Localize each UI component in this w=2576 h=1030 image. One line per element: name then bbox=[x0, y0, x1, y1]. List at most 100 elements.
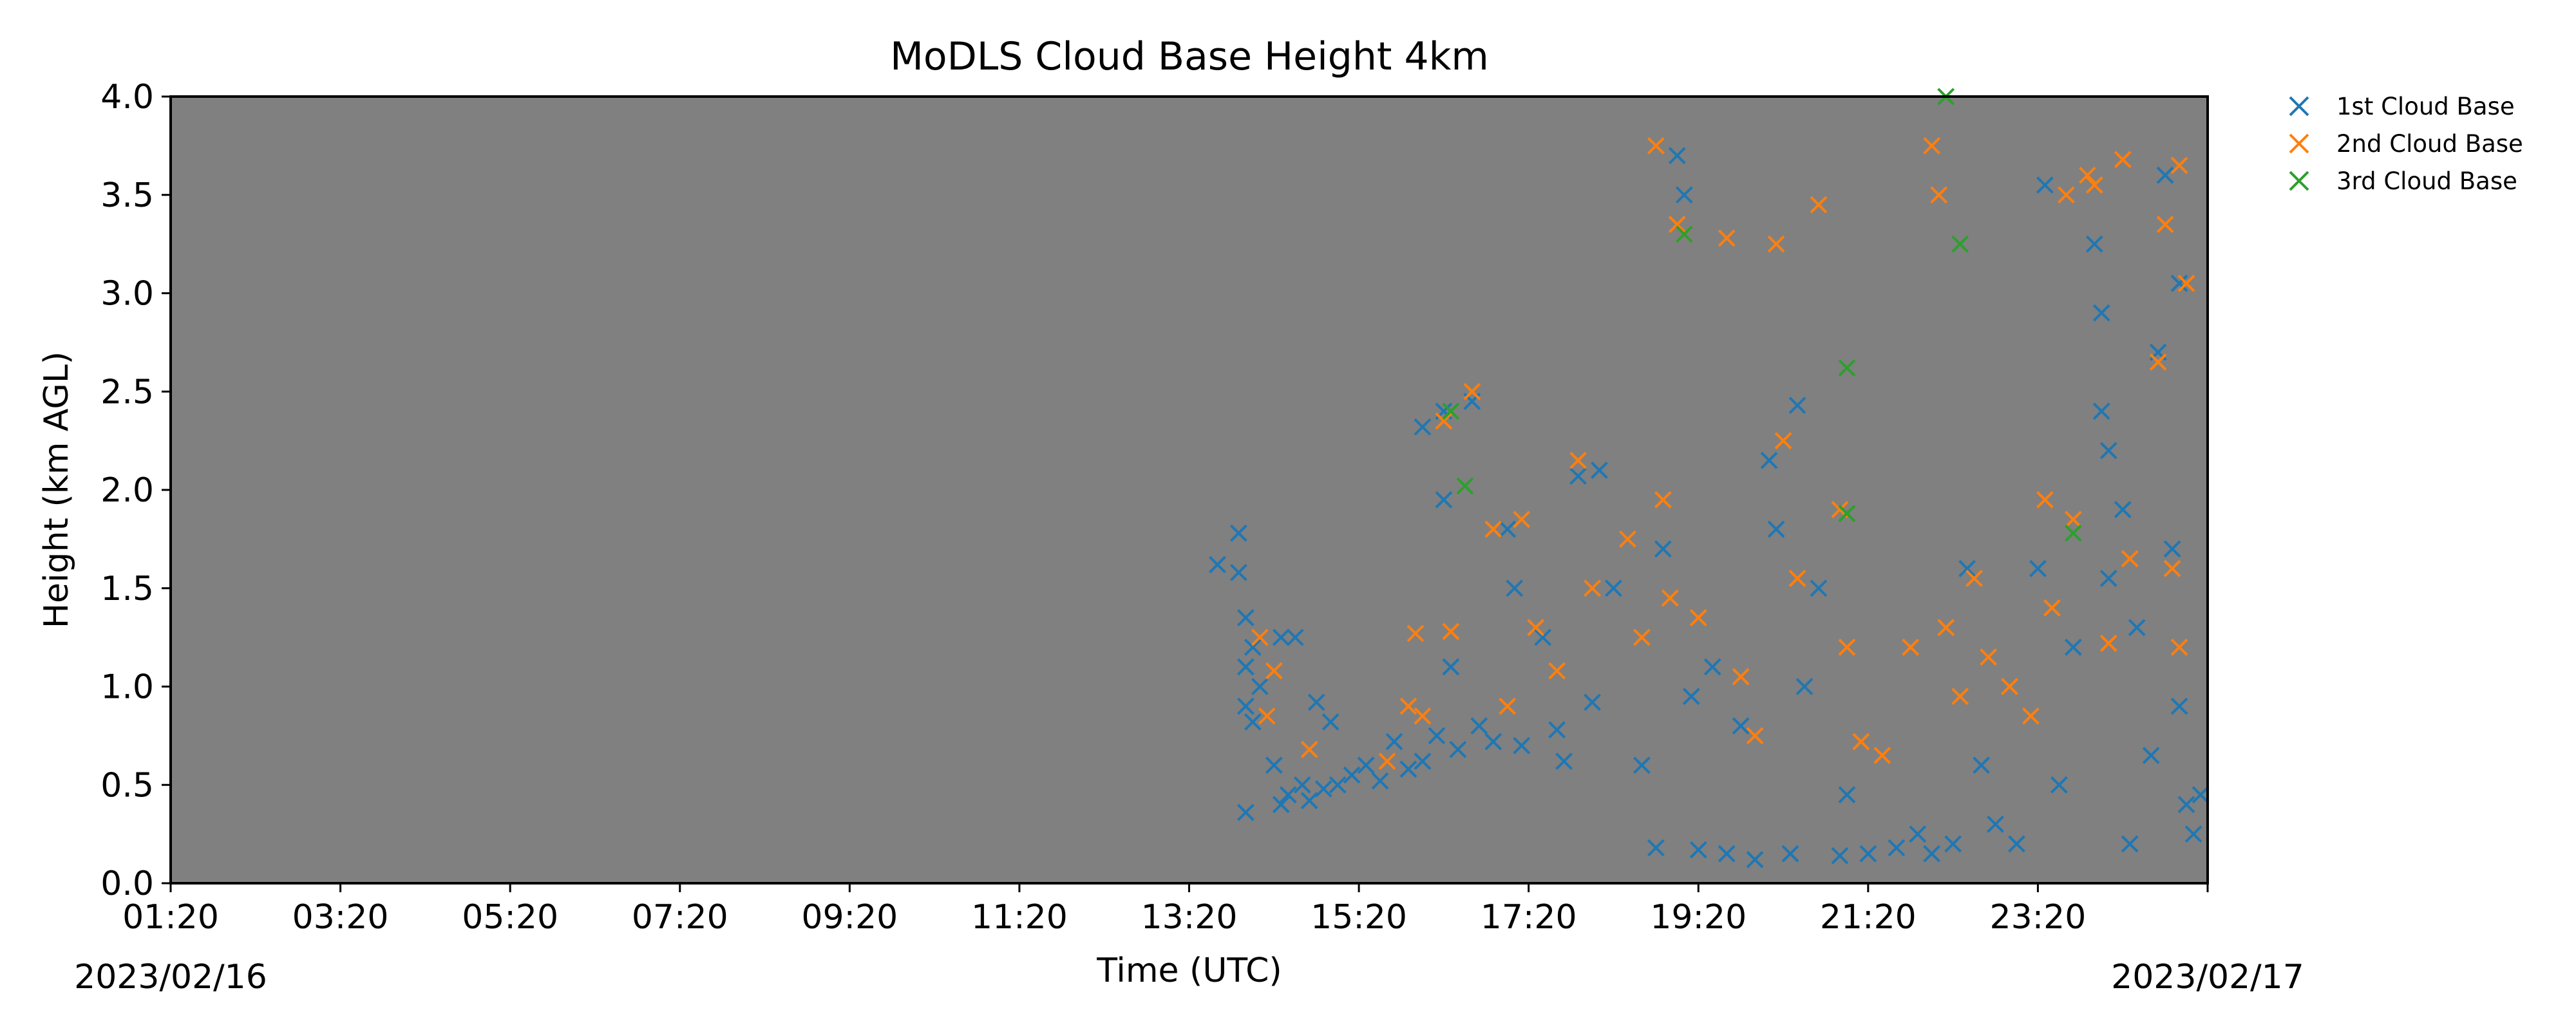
data-point bbox=[1951, 235, 1969, 253]
data-point bbox=[1746, 850, 1764, 868]
data-point bbox=[1371, 772, 1389, 790]
data-point bbox=[1810, 579, 1828, 597]
data-point bbox=[2099, 570, 2117, 587]
data-point bbox=[1923, 845, 1941, 863]
data-point bbox=[2036, 176, 2054, 194]
legend-marker bbox=[2289, 96, 2309, 117]
data-point bbox=[1633, 756, 1651, 774]
data-point bbox=[2114, 151, 2132, 169]
data-point bbox=[1399, 760, 1417, 778]
data-point bbox=[2092, 304, 2110, 322]
data-point bbox=[1732, 717, 1750, 735]
data-point bbox=[2114, 501, 2132, 518]
data-point bbox=[1930, 186, 1948, 204]
data-point bbox=[1307, 693, 1325, 711]
y-tick-label: 4.0 bbox=[100, 78, 154, 117]
x-tick-label: 07:20 bbox=[632, 898, 728, 937]
data-point bbox=[1619, 530, 1636, 548]
data-point bbox=[1272, 628, 1290, 646]
data-point bbox=[2170, 697, 2188, 715]
data-point bbox=[2177, 796, 2195, 814]
legend-marker bbox=[2289, 133, 2309, 154]
data-point bbox=[1569, 467, 1587, 485]
data-point bbox=[1244, 638, 1262, 656]
data-point bbox=[1258, 707, 1276, 725]
x-tick-label: 21:20 bbox=[1820, 898, 1917, 937]
data-point bbox=[1647, 136, 1665, 154]
data-point bbox=[1499, 697, 1517, 715]
data-point bbox=[1668, 216, 1686, 233]
x-tick-label: 23:20 bbox=[1989, 898, 2086, 937]
data-point bbox=[2099, 634, 2117, 652]
data-point bbox=[2156, 216, 2174, 233]
data-point bbox=[1923, 136, 1941, 154]
y-tick-label: 2.0 bbox=[100, 471, 154, 510]
data-point bbox=[1499, 520, 1517, 538]
x-tick-label: 15:20 bbox=[1311, 898, 1407, 937]
data-point bbox=[1569, 451, 1587, 469]
data-point bbox=[2099, 442, 2117, 460]
data-point bbox=[1795, 678, 1814, 695]
x-axis-label: Time (UTC) bbox=[1096, 951, 1282, 990]
data-point bbox=[1788, 397, 1806, 415]
data-point bbox=[1767, 520, 1785, 538]
data-point bbox=[1300, 740, 1318, 758]
data-point bbox=[1987, 815, 2004, 833]
legend-label: 1st Cloud Base bbox=[2336, 93, 2515, 120]
data-point bbox=[1435, 491, 1453, 509]
data-point bbox=[1484, 520, 1502, 538]
data-point bbox=[2170, 638, 2188, 656]
data-point bbox=[2092, 402, 2110, 420]
data-point bbox=[1605, 579, 1622, 597]
data-point bbox=[2142, 747, 2160, 764]
data-point bbox=[1689, 841, 1707, 859]
data-point bbox=[1838, 505, 1856, 523]
data-point bbox=[2022, 707, 2040, 725]
data-point bbox=[1633, 628, 1651, 646]
data-point bbox=[1484, 733, 1502, 751]
data-point bbox=[2156, 166, 2174, 184]
data-point bbox=[1838, 786, 1856, 803]
x-tick-label: 13:20 bbox=[1141, 898, 1238, 937]
chart-title: MoDLS Cloud Base Height 4km bbox=[890, 34, 1489, 79]
plot-area bbox=[171, 97, 2208, 883]
data-point bbox=[1852, 733, 1870, 751]
data-point bbox=[1831, 847, 1849, 865]
data-point bbox=[1973, 756, 1990, 774]
data-point bbox=[1300, 792, 1318, 810]
data-point bbox=[2192, 786, 2210, 803]
data-point bbox=[1378, 753, 1396, 771]
data-point bbox=[1279, 786, 1297, 803]
data-point bbox=[2170, 274, 2188, 292]
end-date-label: 2023/02/17 bbox=[2111, 958, 2304, 997]
data-point bbox=[1909, 825, 1927, 843]
x-tick-label: 17:20 bbox=[1481, 898, 1577, 937]
data-point bbox=[2036, 491, 2054, 509]
data-point bbox=[1244, 713, 1262, 731]
data-point bbox=[2057, 186, 2075, 204]
data-point bbox=[1788, 570, 1806, 587]
data-point bbox=[1286, 628, 1304, 646]
data-marks bbox=[1209, 88, 2210, 868]
data-point bbox=[1980, 648, 1997, 666]
data-point bbox=[1548, 721, 1566, 739]
data-point bbox=[2184, 825, 2202, 843]
x-tick-label: 19:20 bbox=[1650, 898, 1747, 937]
data-point bbox=[2085, 235, 2103, 253]
data-point bbox=[1272, 796, 1290, 814]
data-point bbox=[1732, 668, 1750, 686]
data-point bbox=[1654, 540, 1672, 558]
data-point bbox=[2163, 540, 2181, 558]
data-point bbox=[2128, 619, 2146, 637]
data-point bbox=[2064, 524, 2082, 542]
data-point bbox=[1746, 727, 1764, 745]
data-point bbox=[1675, 225, 1693, 243]
data-point bbox=[1647, 839, 1665, 857]
data-point bbox=[1442, 402, 1460, 420]
data-point bbox=[1810, 196, 1828, 214]
legend-marker bbox=[2289, 171, 2309, 191]
x-tick-label: 05:20 bbox=[462, 898, 558, 937]
data-point bbox=[1873, 747, 1891, 764]
data-point bbox=[1236, 658, 1255, 676]
data-point bbox=[2001, 678, 2018, 695]
